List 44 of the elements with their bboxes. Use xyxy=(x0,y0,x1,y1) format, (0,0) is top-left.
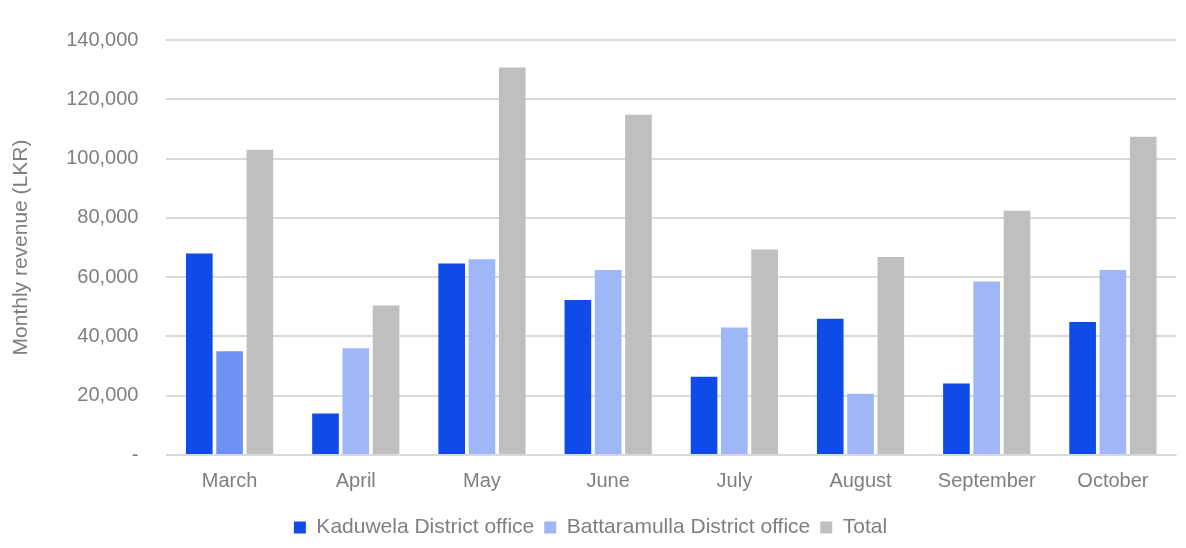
y-tick-label: 140,000 xyxy=(66,27,139,50)
legend-label: Total xyxy=(842,514,888,538)
x-tick-label: September xyxy=(937,468,1036,491)
bar xyxy=(564,299,592,454)
x-tick-label: October xyxy=(1077,468,1149,491)
bar xyxy=(877,256,905,454)
bar xyxy=(816,318,844,454)
bar xyxy=(1003,210,1031,454)
bar xyxy=(943,383,970,454)
bar xyxy=(973,281,1001,454)
bar xyxy=(847,393,874,454)
bar xyxy=(594,270,622,454)
bar xyxy=(1069,321,1096,454)
bar xyxy=(751,249,778,454)
x-tick-label: March xyxy=(201,468,258,491)
bar xyxy=(498,67,526,454)
bar xyxy=(185,253,213,454)
bar xyxy=(468,259,496,454)
x-tick-label: April xyxy=(335,468,376,491)
x-tick-label: July xyxy=(716,468,753,491)
y-tick-label: 20,000 xyxy=(77,383,139,406)
y-tick-label: 80,000 xyxy=(77,205,139,228)
x-tick-label: June xyxy=(586,468,630,491)
x-tick-label: May xyxy=(463,468,501,491)
bar xyxy=(372,305,400,454)
bar xyxy=(1129,136,1157,454)
legend-label: Kaduwela District office xyxy=(316,514,535,538)
bar xyxy=(342,348,370,454)
legend-label: Battaramulla District office xyxy=(566,514,811,538)
y-axis-title: Monthly revenue (LKR) xyxy=(8,139,32,356)
bar xyxy=(625,114,652,454)
bar xyxy=(690,376,718,454)
y-tick-label: 120,000 xyxy=(66,86,139,109)
bar xyxy=(246,149,274,454)
bar xyxy=(216,351,243,454)
y-tick-label: 60,000 xyxy=(77,264,139,287)
x-tick-label: August xyxy=(829,468,893,491)
y-tick-label: 40,000 xyxy=(77,323,139,346)
y-tick-label: 100,000 xyxy=(66,146,139,169)
bar xyxy=(312,413,339,454)
bar xyxy=(438,263,466,454)
y-tick-label: - xyxy=(131,442,139,465)
bar xyxy=(1099,270,1127,454)
bar xyxy=(721,327,748,454)
